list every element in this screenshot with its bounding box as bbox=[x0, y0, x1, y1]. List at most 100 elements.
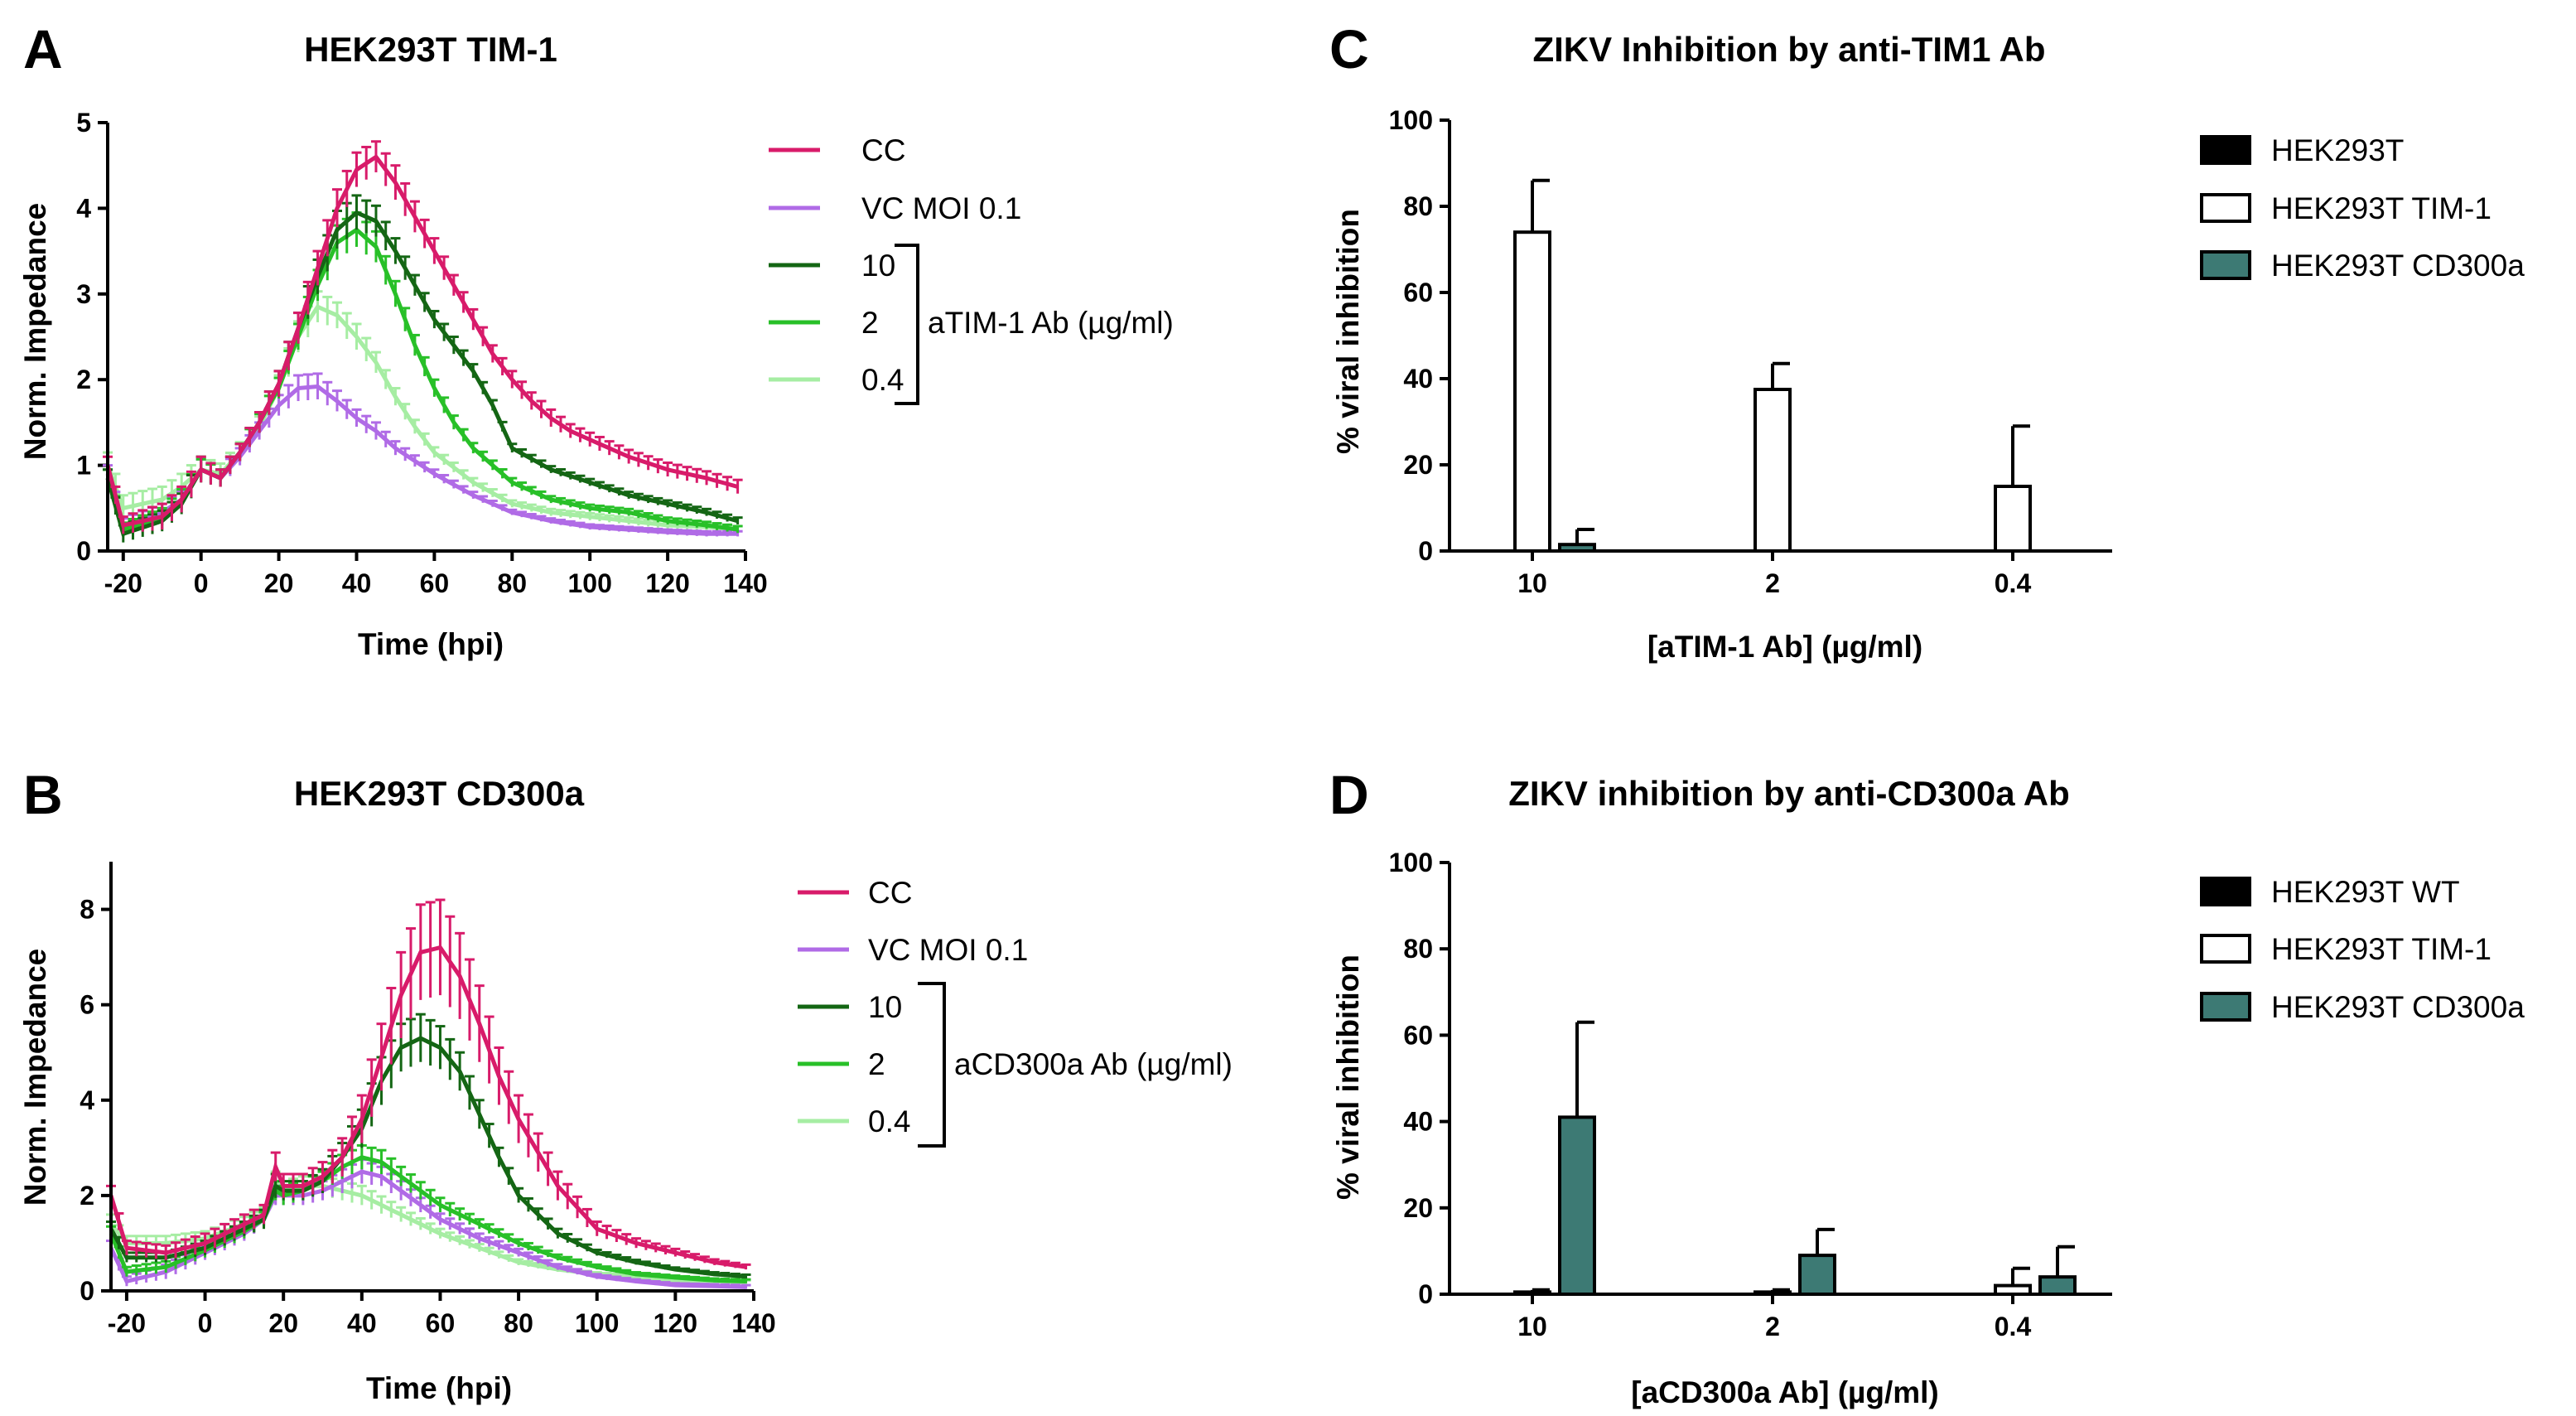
chart-d-xlabel: [aCD300a Ab] (µg/ml) bbox=[1631, 1375, 1939, 1409]
chart-b-ytick-label: 8 bbox=[80, 895, 94, 925]
chart-c-ytick-label: 60 bbox=[1403, 278, 1433, 307]
chart-b-ylabel: Norm. Impedance bbox=[18, 949, 52, 1206]
chart-d-title: ZIKV inhibition by anti-CD300a Ab bbox=[1508, 774, 2069, 813]
chart-a-xtick-label: -20 bbox=[104, 568, 142, 598]
series-line bbox=[105, 154, 739, 528]
chart-b-xtick-label: 60 bbox=[426, 1308, 456, 1338]
chart-d-legend: HEK293T WT HEK293T TIM-1 HEK293T CD300a bbox=[2200, 875, 2525, 1024]
legend-b-cc-label: CC bbox=[868, 876, 912, 910]
chart-c-ytick-label: 20 bbox=[1403, 450, 1433, 480]
chart-b-ytick-label: 0 bbox=[80, 1276, 94, 1306]
legend-c-wt-swatch bbox=[2200, 135, 2251, 165]
panel-d-chart: ZIKV inhibition by anti-CD300a Ab % vira… bbox=[1331, 774, 2525, 1409]
bar-hek293t-tim-1-0p4 bbox=[1994, 485, 2032, 553]
chart-a-xtick-label: 60 bbox=[420, 568, 450, 598]
legend-d-tim1-label: HEK293T TIM-1 bbox=[2271, 932, 2492, 966]
series-line bbox=[105, 304, 738, 532]
chart-a-xtick-label: 40 bbox=[342, 568, 372, 598]
legend-a-vc-label: VC MOI 0.1 bbox=[861, 191, 1021, 225]
series-line bbox=[109, 1155, 746, 1283]
legend-c-cd300a-label: HEK293T CD300a bbox=[2271, 249, 2525, 283]
chart-d-xtick-label: 2 bbox=[1765, 1312, 1780, 1341]
chart-c-ytick-label: 0 bbox=[1418, 536, 1433, 566]
legend-b-2-label: 2 bbox=[868, 1047, 885, 1081]
chart-a-ytick-label: 4 bbox=[76, 193, 91, 223]
chart-b-plot-area bbox=[106, 898, 751, 1289]
legend-a-2-label: 2 bbox=[861, 306, 879, 340]
series-line bbox=[109, 1169, 746, 1289]
legend-a-cc-label: CC bbox=[861, 133, 905, 167]
chart-c-yticks: 0 20 40 60 80 100 bbox=[1389, 105, 1450, 566]
chart-a-plot-area bbox=[103, 140, 743, 543]
chart-a-ytick-label: 1 bbox=[76, 451, 91, 481]
chart-c-xticks: 10 2 0.4 bbox=[1517, 551, 2031, 598]
chart-a-title: HEK293T TIM-1 bbox=[304, 30, 557, 69]
legend-b-bracket bbox=[918, 982, 946, 1148]
chart-c-ylabel: % viral inhibition bbox=[1331, 209, 1365, 454]
chart-b-axes bbox=[109, 862, 754, 1293]
chart-a-xticks: -20 0 20 40 60 80 100 120 140 bbox=[104, 551, 768, 598]
chart-a-legend: CC VC MOI 0.1 10 2 0.4 aTIM-1 Ab (µg/ml) bbox=[769, 133, 1174, 405]
chart-a-xtick-label: 20 bbox=[264, 568, 294, 598]
chart-c-ytick-label: 40 bbox=[1403, 364, 1433, 394]
series-line bbox=[105, 227, 738, 533]
panel-letter-d: D bbox=[1329, 764, 1369, 825]
chart-b-xticks: -20 0 20 40 60 80 100 120 140 bbox=[108, 1291, 776, 1338]
chart-a-ytick-label: 5 bbox=[76, 108, 91, 138]
chart-d-ytick-label: 80 bbox=[1403, 934, 1433, 964]
chart-c-xtick-label: 10 bbox=[1517, 568, 1547, 598]
legend-d-cd300a-label: HEK293T CD300a bbox=[2271, 990, 2525, 1024]
legend-b-04-label: 0.4 bbox=[868, 1104, 910, 1138]
legend-b-10-label: 10 bbox=[868, 990, 902, 1024]
chart-c-plot-area bbox=[1513, 178, 2032, 553]
chart-c-ytick-label: 80 bbox=[1403, 191, 1433, 221]
chart-c-xlabel: [aTIM-1 Ab] (µg/ml) bbox=[1647, 630, 1922, 664]
panel-letter-a: A bbox=[23, 18, 63, 80]
legend-a-04-label: 0.4 bbox=[861, 363, 904, 397]
chart-d-ytick-label: 60 bbox=[1403, 1020, 1433, 1050]
chart-b-legend: CC VC MOI 0.1 10 2 0.4 aCD300a Ab (µg/ml… bbox=[798, 876, 1233, 1148]
legend-b-group-label: aCD300a Ab (µg/ml) bbox=[954, 1047, 1233, 1081]
chart-b-ytick-label: 2 bbox=[80, 1181, 94, 1211]
chart-b-title: HEK293T CD300a bbox=[294, 774, 585, 813]
panel-b-chart: HEK293T CD300a Norm. Impedance Time (hpi… bbox=[18, 774, 1233, 1405]
chart-b-ytick-label: 6 bbox=[80, 990, 94, 1020]
bar-hek293t-tim-1-10 bbox=[1513, 230, 1551, 553]
chart-a-xtick-label: 100 bbox=[567, 568, 611, 598]
legend-c-wt-label: HEK293T bbox=[2271, 133, 2404, 167]
chart-b-xtick-label: 40 bbox=[347, 1308, 377, 1338]
chart-c-xtick-label: 0.4 bbox=[1995, 568, 2032, 598]
chart-a-ytick-label: 2 bbox=[76, 365, 91, 394]
chart-a-series-vc-moi-0-1 bbox=[103, 372, 743, 537]
chart-a-yticks: 0 1 2 3 4 5 bbox=[76, 108, 108, 566]
chart-a-xtick-label: 80 bbox=[497, 568, 527, 598]
chart-a-series-cc bbox=[103, 140, 743, 534]
series-line bbox=[109, 1036, 746, 1279]
bar-hek293t-cd300a-0p4 bbox=[2038, 1275, 2077, 1297]
chart-a-series-10 bbox=[103, 194, 743, 543]
panel-letter-b: B bbox=[23, 764, 63, 825]
chart-a-xtick-label: 0 bbox=[194, 568, 209, 598]
chart-a-ytick-label: 0 bbox=[76, 536, 91, 566]
panel-c-chart: ZIKV Inhibition by anti-TIM1 Ab % viral … bbox=[1331, 30, 2525, 664]
chart-d-ytick-label: 100 bbox=[1389, 848, 1433, 877]
chart-b-xtick-label: 20 bbox=[268, 1308, 298, 1338]
chart-d-ytick-label: 0 bbox=[1418, 1279, 1433, 1309]
chart-a-ylabel: Norm. Impedance bbox=[18, 203, 52, 460]
chart-b-xtick-label: 100 bbox=[575, 1308, 619, 1338]
bar-hek293t-tim-1-2 bbox=[1754, 388, 1792, 553]
chart-b-ytick-label: 4 bbox=[80, 1085, 94, 1115]
chart-b-series-cc bbox=[106, 898, 751, 1270]
chart-b-xtick-label: 0 bbox=[198, 1308, 213, 1338]
chart-d-xtick-label: 0.4 bbox=[1995, 1312, 2032, 1341]
chart-a-xtick-label: 140 bbox=[723, 568, 767, 598]
chart-d-xticks: 10 2 0.4 bbox=[1517, 1294, 2031, 1341]
chart-b-yticks: 0 2 4 6 8 bbox=[80, 895, 111, 1306]
legend-a-10-label: 10 bbox=[861, 249, 895, 283]
chart-a-series-2 bbox=[103, 211, 743, 537]
legend-d-wt-swatch bbox=[2200, 877, 2251, 906]
bar-hek293t-cd300a-2 bbox=[1798, 1254, 1836, 1296]
legend-d-wt-label: HEK293T WT bbox=[2271, 875, 2460, 909]
chart-a-xlabel: Time (hpi) bbox=[358, 627, 504, 661]
chart-a-xtick-label: 120 bbox=[645, 568, 689, 598]
